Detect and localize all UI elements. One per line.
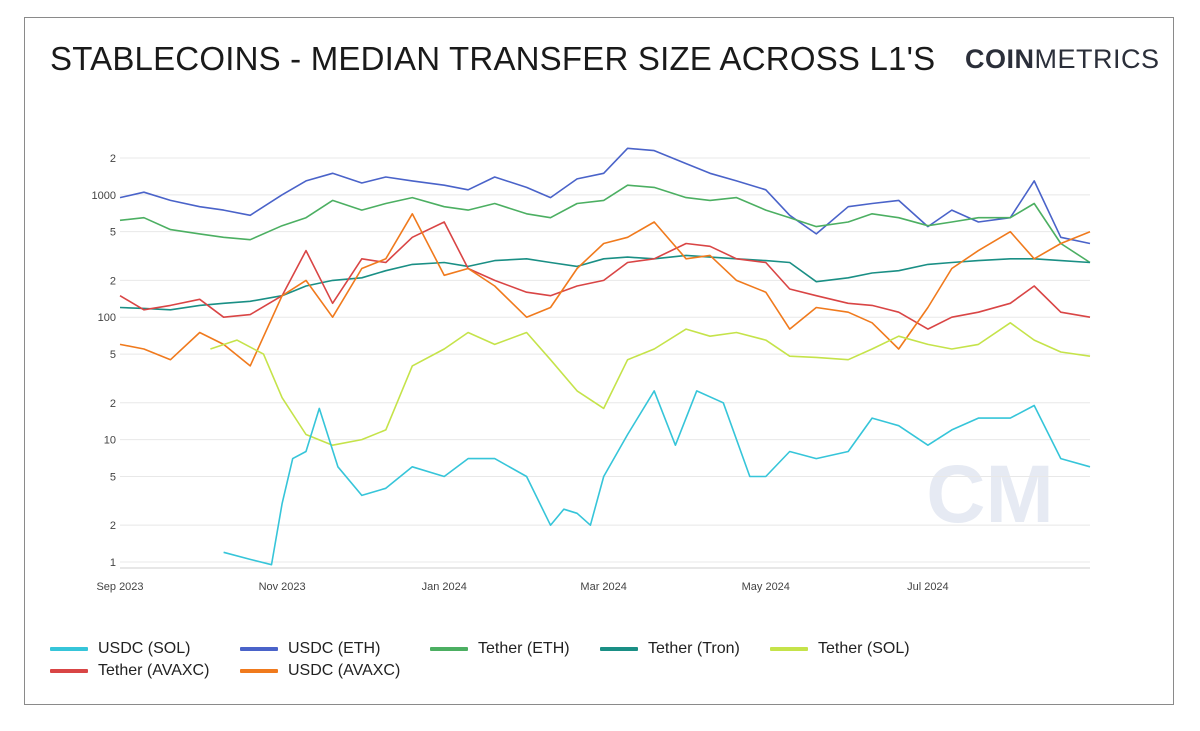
series-line-usdc-avaxc (119, 213, 1091, 367)
legend-swatch (430, 647, 468, 651)
legend-item[interactable]: Tether (AVAXC) (50, 662, 209, 680)
legend-label: USDC (SOL) (98, 640, 191, 657)
brand-bold: COIN (965, 44, 1035, 74)
watermark-cm: CM (926, 449, 1054, 540)
x-tick-label: Jan 2024 (422, 581, 467, 593)
legend-label: Tether (SOL) (818, 640, 910, 657)
series-line-tether-eth (119, 184, 1091, 264)
series-line-usdc-eth (119, 147, 1091, 245)
legend-label: Tether (ETH) (478, 640, 570, 657)
y-tick-label: 5 (110, 349, 116, 361)
y-tick-label: 2 (110, 398, 116, 410)
legend-item[interactable]: Tether (SOL) (770, 640, 910, 658)
legend-label: Tether (Tron) (648, 640, 740, 657)
series-line-tether-tron (119, 254, 1091, 311)
y-tick-label: 100 (98, 312, 116, 324)
x-tick-label: May 2024 (742, 581, 790, 593)
legend-swatch (770, 647, 808, 651)
coinmetrics-logo: COINMETRICS (965, 44, 1160, 75)
x-tick-label: Sep 2023 (96, 581, 143, 593)
series-line-tether-sol (210, 321, 1091, 447)
y-tick-label: 1000 (92, 190, 116, 202)
y-tick-label: 2 (110, 153, 116, 165)
chart-title: STABLECOINS - MEDIAN TRANSFER SIZE ACROS… (50, 40, 936, 77)
y-tick-label: 2 (110, 275, 116, 287)
legend-swatch (600, 647, 638, 651)
x-tick-label: Nov 2023 (259, 581, 306, 593)
brand-light: METRICS (1034, 44, 1160, 74)
legend-swatch (50, 647, 88, 651)
legend-item[interactable]: Tether (Tron) (600, 640, 740, 658)
legend-item[interactable]: USDC (SOL) (50, 640, 190, 658)
y-tick-label: 1 (110, 557, 116, 569)
series-line-usdc-sol (223, 390, 1091, 566)
legend-item[interactable]: USDC (ETH) (240, 640, 380, 658)
series-line-tether-avaxc (119, 221, 1091, 330)
chart-frame (24, 17, 1174, 705)
legend-swatch (240, 669, 278, 673)
legend-swatch (50, 669, 88, 673)
y-tick-label: 2 (110, 520, 116, 532)
x-tick-label: Jul 2024 (907, 581, 949, 593)
y-tick-label: 5 (110, 471, 116, 483)
legend-swatch (240, 647, 278, 651)
legend-item[interactable]: Tether (ETH) (430, 640, 570, 658)
x-tick-label: Mar 2024 (580, 581, 626, 593)
legend-label: USDC (AVAXC) (288, 662, 401, 679)
legend-label: Tether (AVAXC) (98, 662, 210, 679)
legend-label: USDC (ETH) (288, 640, 381, 657)
y-tick-label: 5 (110, 227, 116, 239)
legend-item[interactable]: USDC (AVAXC) (240, 662, 400, 680)
y-tick-label: 10 (104, 435, 116, 447)
